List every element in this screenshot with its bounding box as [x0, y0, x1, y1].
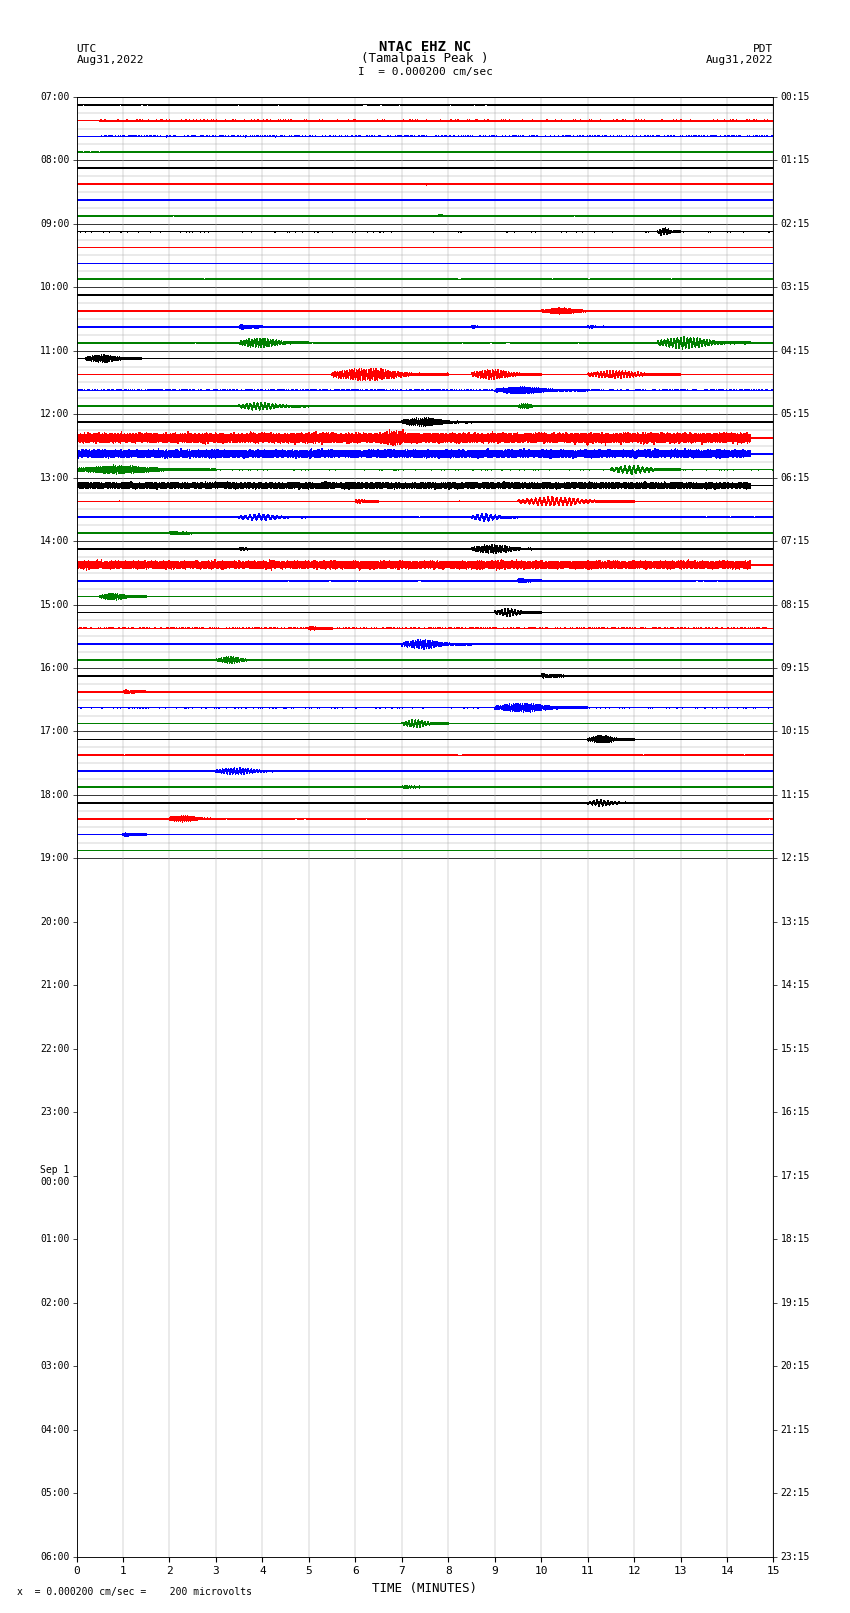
Text: I  = 0.000200 cm/sec: I = 0.000200 cm/sec: [358, 66, 492, 77]
Text: (Tamalpais Peak ): (Tamalpais Peak ): [361, 52, 489, 65]
Text: x  = 0.000200 cm/sec =    200 microvolts: x = 0.000200 cm/sec = 200 microvolts: [17, 1587, 252, 1597]
Text: Aug31,2022: Aug31,2022: [76, 55, 144, 65]
Text: PDT: PDT: [753, 44, 774, 53]
X-axis label: TIME (MINUTES): TIME (MINUTES): [372, 1582, 478, 1595]
Text: UTC: UTC: [76, 44, 97, 53]
Text: NTAC EHZ NC: NTAC EHZ NC: [379, 40, 471, 53]
Text: Aug31,2022: Aug31,2022: [706, 55, 774, 65]
